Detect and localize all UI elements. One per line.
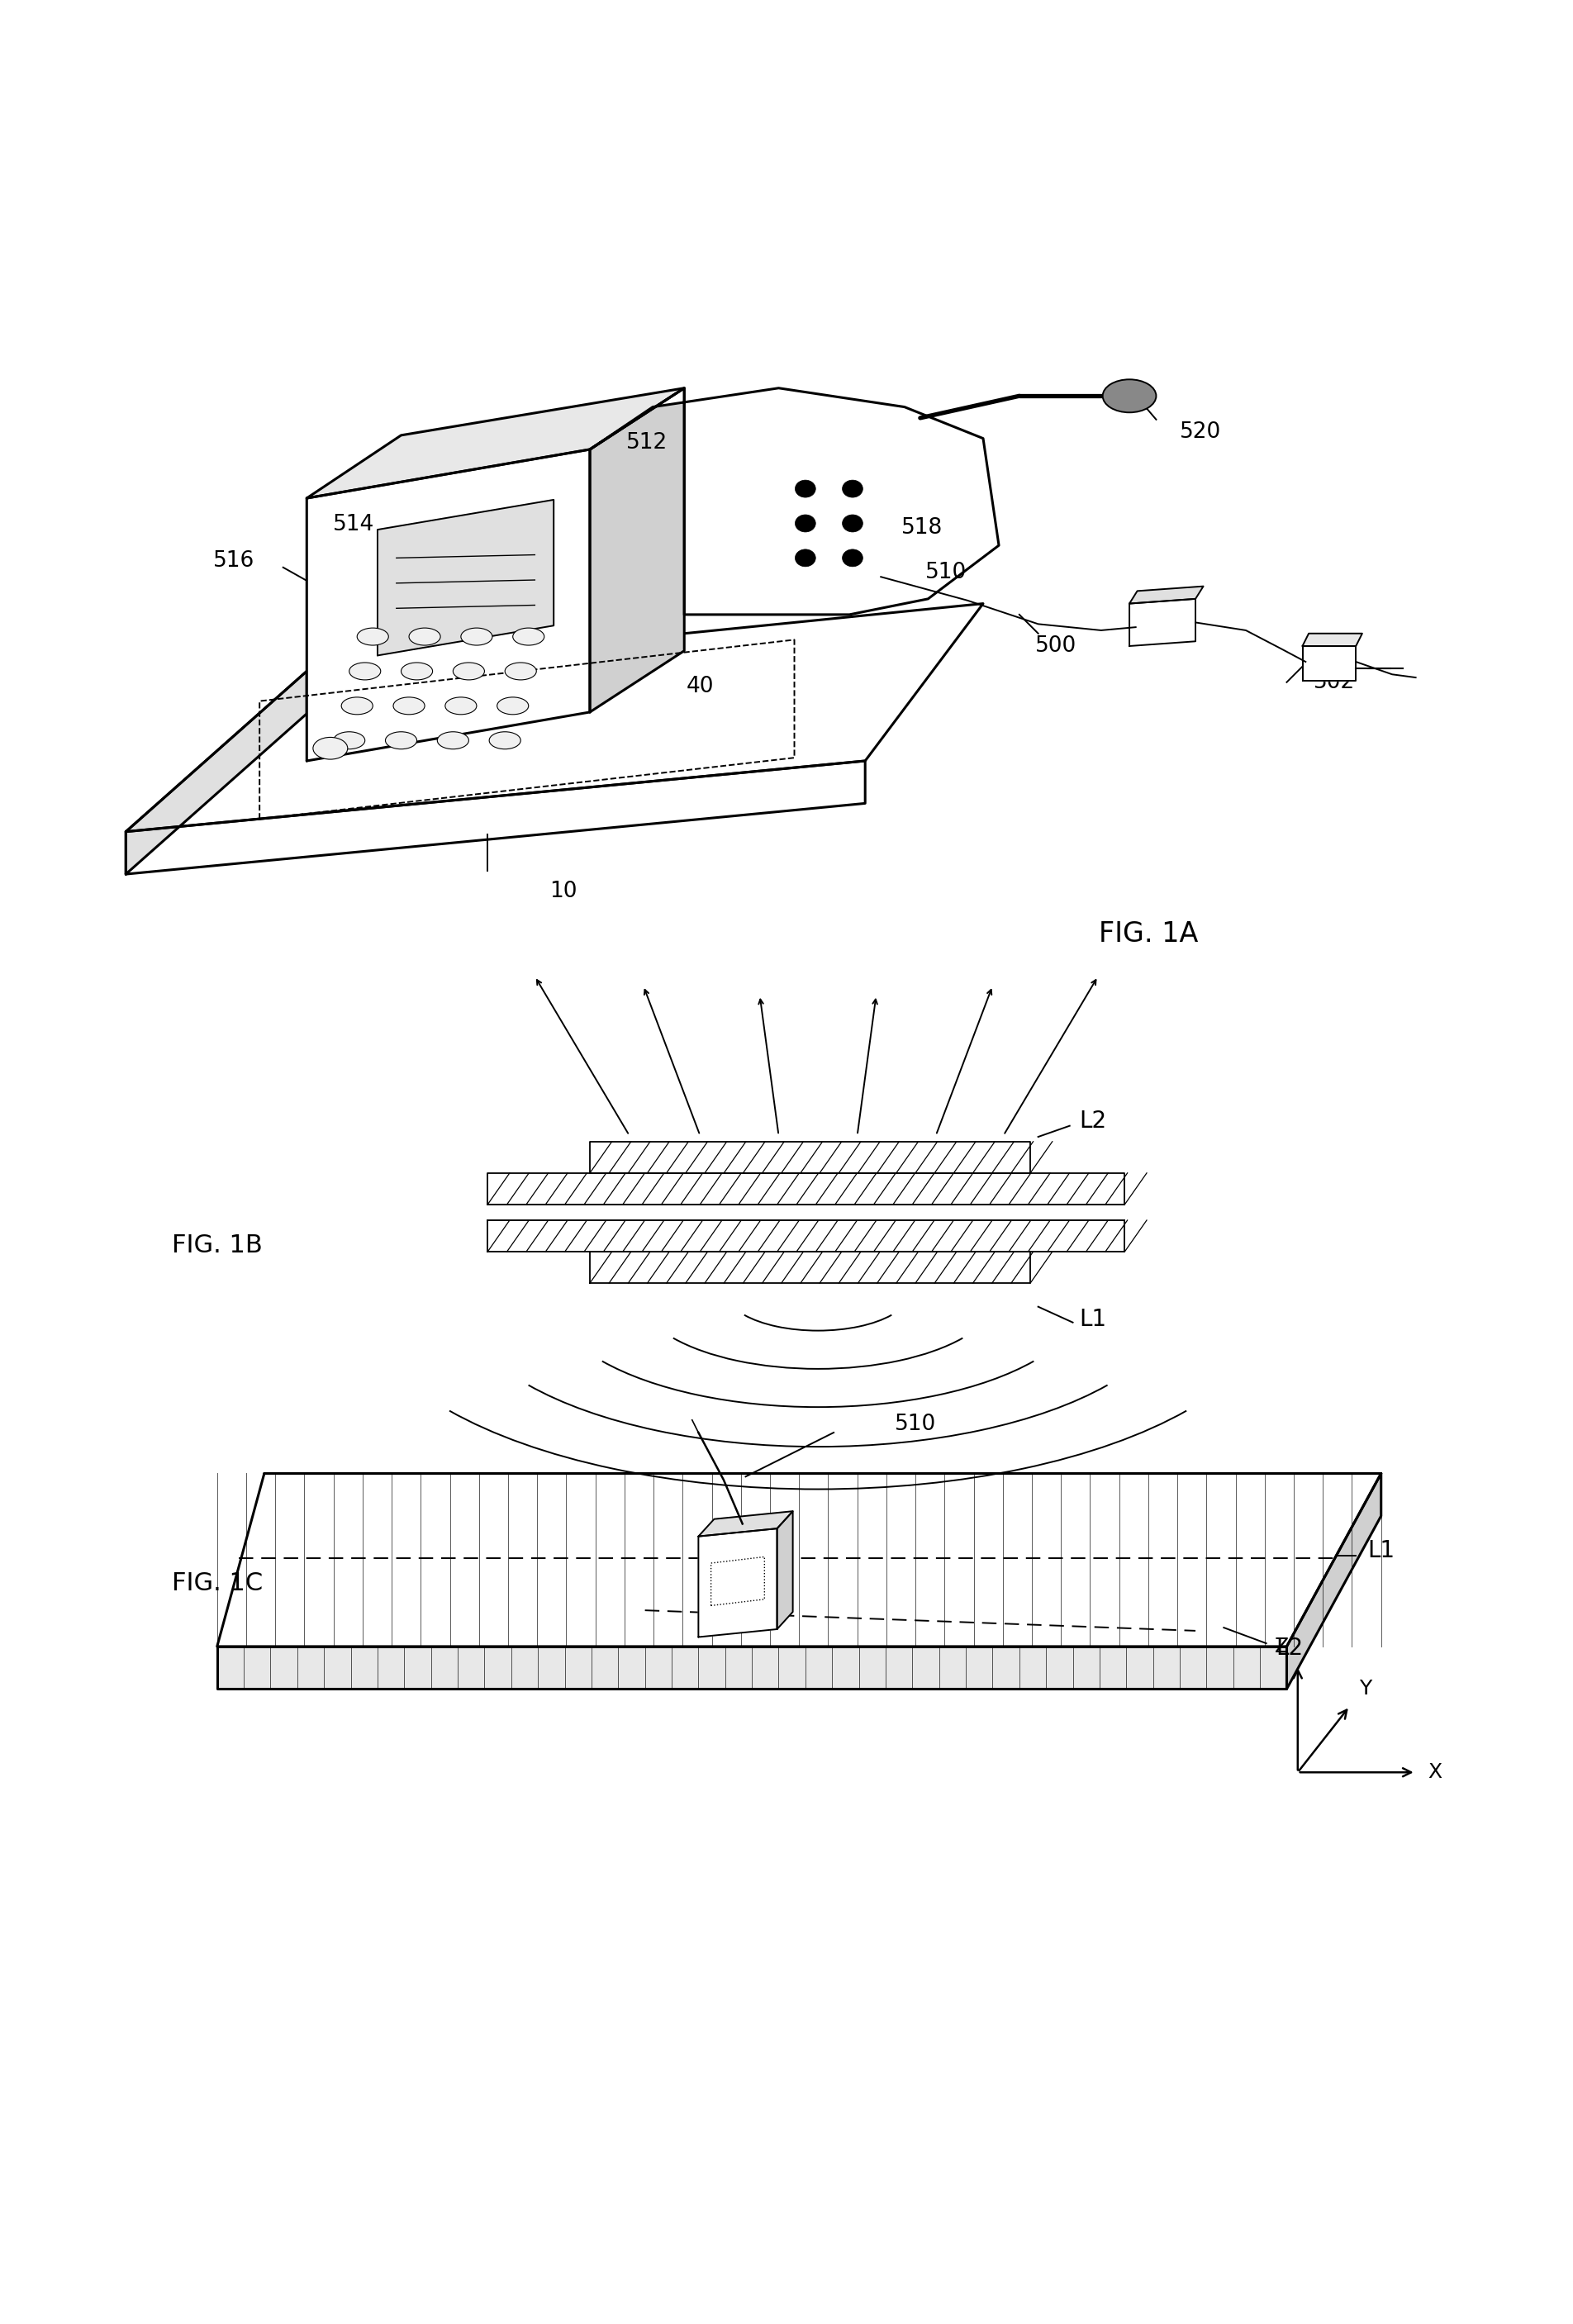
Ellipse shape [489, 732, 521, 748]
Text: 520: 520 [1180, 421, 1221, 444]
Ellipse shape [453, 662, 484, 681]
Ellipse shape [313, 737, 348, 760]
Text: L1: L1 [1367, 1538, 1395, 1562]
Text: 512: 512 [626, 432, 667, 453]
Ellipse shape [796, 548, 815, 567]
Polygon shape [698, 1529, 777, 1636]
Text: 510: 510 [895, 1413, 936, 1436]
Ellipse shape [843, 514, 862, 532]
Ellipse shape [796, 514, 815, 532]
Text: FIG. 1A: FIG. 1A [1098, 920, 1199, 948]
Polygon shape [1287, 1473, 1381, 1690]
Text: FIG. 1B: FIG. 1B [171, 1234, 263, 1257]
Text: 514: 514 [333, 514, 374, 535]
Polygon shape [488, 1204, 1125, 1220]
Text: Z: Z [1276, 1636, 1288, 1657]
Ellipse shape [505, 662, 536, 681]
Text: Y: Y [1359, 1678, 1372, 1699]
Ellipse shape [497, 697, 529, 713]
Text: 502: 502 [1313, 672, 1354, 693]
Ellipse shape [393, 697, 425, 713]
Ellipse shape [1103, 379, 1156, 411]
Polygon shape [488, 1174, 1125, 1204]
Ellipse shape [385, 732, 417, 748]
Text: 10: 10 [549, 881, 577, 902]
Ellipse shape [843, 481, 862, 497]
Polygon shape [590, 388, 684, 711]
Ellipse shape [461, 627, 492, 646]
Polygon shape [488, 1220, 1125, 1253]
Ellipse shape [843, 548, 862, 567]
Ellipse shape [333, 732, 365, 748]
Ellipse shape [409, 627, 440, 646]
Ellipse shape [445, 697, 477, 713]
Text: FIG. 1C: FIG. 1C [171, 1571, 263, 1597]
Polygon shape [217, 1473, 1381, 1645]
Ellipse shape [437, 732, 469, 748]
Text: 518: 518 [901, 518, 942, 539]
Text: X: X [1428, 1762, 1441, 1783]
Polygon shape [590, 1141, 1030, 1174]
Polygon shape [1302, 634, 1362, 646]
Text: 500: 500 [1035, 634, 1076, 658]
Polygon shape [1129, 600, 1195, 646]
Ellipse shape [401, 662, 433, 681]
Ellipse shape [357, 627, 389, 646]
Polygon shape [378, 500, 554, 655]
Polygon shape [1302, 646, 1356, 681]
Ellipse shape [349, 662, 381, 681]
Text: 516: 516 [214, 551, 255, 572]
Text: L2: L2 [1276, 1636, 1304, 1659]
Polygon shape [126, 760, 865, 874]
Polygon shape [307, 449, 590, 760]
Ellipse shape [513, 627, 544, 646]
Text: 510: 510 [925, 562, 966, 583]
Polygon shape [590, 1253, 1030, 1283]
Text: L1: L1 [1079, 1308, 1107, 1332]
Ellipse shape [341, 697, 373, 713]
Polygon shape [777, 1511, 793, 1629]
Text: L2: L2 [1079, 1109, 1107, 1132]
Polygon shape [217, 1645, 1287, 1690]
Polygon shape [307, 388, 684, 497]
Polygon shape [698, 1511, 793, 1536]
Text: 40: 40 [686, 676, 714, 697]
Polygon shape [590, 388, 999, 614]
Polygon shape [126, 672, 307, 874]
Polygon shape [126, 604, 983, 832]
Polygon shape [1129, 586, 1203, 604]
Ellipse shape [796, 481, 815, 497]
